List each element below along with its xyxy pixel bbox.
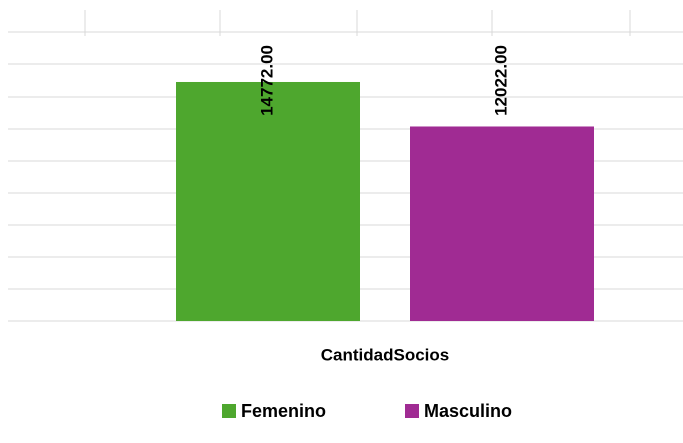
legend-swatch [222,404,236,418]
legend-swatch [405,404,419,418]
bar [176,81,360,321]
legend-label: Femenino [241,401,326,421]
data-label: 14772.00 [257,45,276,116]
x-tick-label: CantidadSocios [321,345,449,364]
bar [410,126,594,321]
data-label: 12022.00 [491,45,510,116]
legend-label: Masculino [424,401,512,421]
